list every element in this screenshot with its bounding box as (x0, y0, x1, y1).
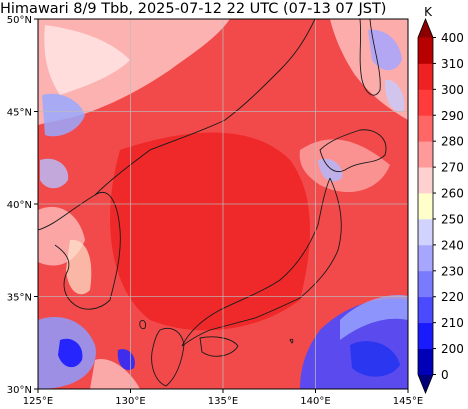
map-plot-area (38, 19, 408, 389)
cloud-cold-northeast (368, 29, 402, 71)
cloud-northeast-streaks (299, 139, 390, 193)
cloud-cold-east (318, 158, 343, 182)
colorbar-segment (418, 37, 433, 64)
lat-label-50: 50°N (7, 15, 32, 26)
colorbar-tick-label: 200 (441, 342, 464, 356)
lat-label-45: 45°N (7, 108, 32, 119)
cloud-korea-pale (66, 239, 92, 295)
lon-label-125: 125°E (23, 396, 53, 407)
lat-label-40: 40°N (7, 200, 32, 211)
lat-label-30: 30°N (7, 385, 32, 396)
colorbar-tick-label: 210 (441, 316, 464, 330)
cloud-cold-northeast-2 (384, 79, 405, 112)
colorbar-segment (418, 218, 433, 246)
colorbar-tick-label: 240 (441, 238, 464, 252)
colorbar-unit: K (424, 5, 433, 19)
cloud-band-northwest-light (44, 25, 130, 95)
lat-label-35: 35°N (7, 293, 32, 304)
dense-red-region (110, 132, 310, 331)
cloud-cold-northwest-2 (40, 158, 69, 189)
map-title: Himawari 8/9 Tbb, 2025-07-12 22 UTC (07-… (0, 1, 387, 17)
colorbar-labels: 400 310 300 290 280 270 260 250 240 230 220 210 200 0 (433, 31, 464, 382)
colorbar-tick-label: 300 (441, 83, 464, 97)
colorbar-tick-label: 280 (441, 135, 464, 149)
lon-label-145: 145°E (393, 396, 423, 407)
cloud-deep-southeast (350, 341, 400, 377)
colorbar-segments (417, 17, 434, 395)
colorbar-segment (418, 89, 433, 116)
lon-label-135: 135°E (208, 396, 238, 407)
colorbar-segment (418, 141, 433, 168)
cloud-cold-southeast-edge (340, 295, 408, 340)
longitude-axis: 125°E 130°E 135°E 140°E 145°E (23, 389, 423, 407)
colorbar-tick-label: 310 (441, 57, 464, 71)
cloud-deep-southwest (58, 338, 83, 368)
colorbar-segment (418, 167, 433, 194)
colorbar-segment (418, 63, 433, 90)
colorbar: K 400 310 300 290 280 270 260 250 240 230 220 210 20… (417, 5, 464, 395)
colorbar-segment (418, 270, 433, 298)
graticule (38, 19, 408, 389)
colorbar-tick-label: 0 (441, 368, 449, 382)
lon-label-130: 130°E (115, 396, 145, 407)
colorbar-segment (418, 244, 433, 272)
colorbar-segment (418, 193, 433, 220)
colorbar-extend-high (418, 19, 433, 38)
latitude-axis: 50°N 45°N 40°N 35°N 30°N (7, 15, 38, 396)
colorbar-tick-label: 270 (441, 161, 464, 175)
colorbar-segment (418, 322, 433, 349)
colorbar-tick-label: 220 (441, 290, 464, 304)
colorbar-tick-label: 230 (441, 264, 464, 278)
cloud-southwest-pale (90, 359, 140, 389)
colorbar-tick-label: 260 (441, 187, 464, 201)
colorbar-segment (418, 296, 433, 324)
colorbar-segment (418, 115, 433, 142)
colorbar-extend-low (418, 374, 433, 393)
colorbar-segment (418, 348, 433, 375)
colorbar-tick-label: 250 (441, 212, 464, 226)
lon-label-140: 140°E (300, 396, 330, 407)
cloud-cold-northwest (42, 93, 85, 137)
colorbar-tick-label: 400 (441, 31, 464, 45)
colorbar-tick-label: 290 (441, 109, 464, 123)
